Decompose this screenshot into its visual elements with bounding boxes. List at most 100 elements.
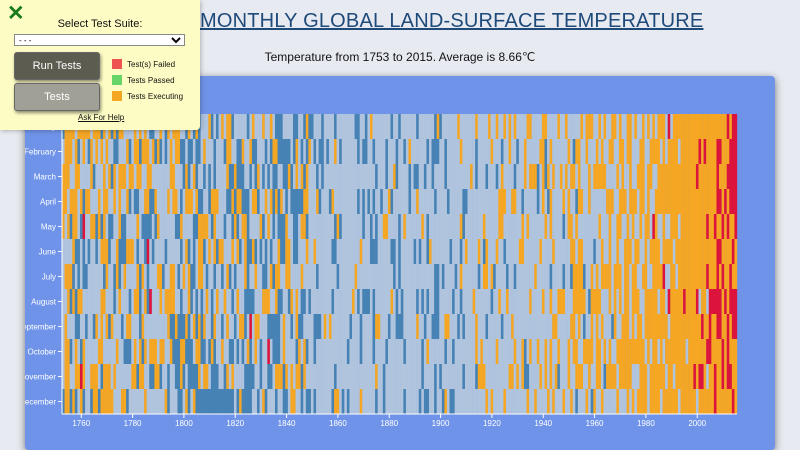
- heatmap-cell: [729, 164, 733, 189]
- heatmap-cell: [721, 189, 725, 214]
- legend-item-passed: Tests Passed: [112, 72, 183, 88]
- heatmap-cell: [539, 339, 543, 364]
- heatmap-cell: [518, 289, 522, 314]
- heatmap-cell: [652, 289, 656, 314]
- heatmap-cell: [531, 289, 535, 314]
- heatmap-cell: [529, 364, 532, 389]
- heatmap-cell: [616, 339, 620, 364]
- heatmap-cell: [213, 314, 217, 339]
- heatmap-cell: [313, 214, 317, 239]
- heatmap-cell: [62, 389, 65, 414]
- heatmap-cell: [480, 314, 484, 339]
- heatmap-cell: [472, 314, 476, 339]
- heatmap-cell: [300, 139, 304, 164]
- close-icon[interactable]: ✕: [7, 2, 25, 25]
- heatmap-cell: [185, 214, 188, 239]
- heatmap-cell: [257, 114, 260, 139]
- heatmap-cell: [416, 314, 419, 339]
- heatmap-cell: [223, 189, 227, 214]
- heatmap-cell: [236, 289, 240, 314]
- heatmap-cell: [508, 164, 512, 189]
- heatmap-cell: [526, 189, 530, 214]
- heatmap-cell: [275, 314, 278, 339]
- heatmap-cell: [403, 239, 407, 264]
- heatmap-cell: [241, 289, 245, 314]
- heatmap-cell: [444, 164, 448, 189]
- heatmap-cell: [580, 339, 584, 364]
- heatmap-cell: [585, 139, 589, 164]
- heatmap-cell: [624, 164, 627, 189]
- heatmap-cell: [685, 389, 689, 414]
- heatmap-cell: [146, 339, 150, 364]
- heatmap-cell: [606, 289, 609, 314]
- heatmap-cell: [357, 114, 360, 139]
- heatmap-cell: [541, 239, 545, 264]
- heatmap-cell: [233, 214, 237, 239]
- heatmap-cell: [64, 139, 68, 164]
- heatmap-cell: [85, 264, 88, 289]
- heatmap-cell: [726, 339, 730, 364]
- heatmap-cell: [218, 214, 222, 239]
- heatmap-cell: [434, 164, 437, 189]
- heatmap-cell: [690, 164, 694, 189]
- heatmap-cell: [97, 264, 101, 289]
- heatmap-cell: [636, 314, 640, 339]
- heatmap-cell: [174, 314, 178, 339]
- heatmap-cell: [636, 239, 640, 264]
- heatmap-cell: [203, 364, 206, 389]
- heatmap-cell: [154, 264, 158, 289]
- heatmap-cell: [701, 389, 704, 414]
- heatmap-cell: [549, 264, 553, 289]
- heatmap-cell: [290, 264, 294, 289]
- heatmap-cell: [262, 139, 265, 164]
- heatmap-cell: [521, 114, 525, 139]
- heatmap-cell: [97, 289, 101, 314]
- heatmap-cell: [649, 214, 653, 239]
- heatmap-cell: [511, 239, 514, 264]
- heatmap-cell: [305, 139, 309, 164]
- heatmap-cell: [534, 189, 537, 214]
- heatmap-cell: [172, 314, 176, 339]
- heatmap-cell: [431, 114, 435, 139]
- heatmap-cell: [698, 164, 702, 189]
- heatmap-cell: [167, 264, 170, 289]
- heatmap-cell: [665, 289, 668, 314]
- heatmap-cell: [636, 114, 640, 139]
- heatmap-cell: [352, 289, 355, 314]
- heatmap-cell: [431, 189, 435, 214]
- heatmap-cell: [408, 164, 412, 189]
- heatmap-cell: [251, 164, 255, 189]
- heatmap-cell: [495, 189, 499, 214]
- heatmap-cell: [251, 189, 255, 214]
- heatmap-cell: [567, 389, 571, 414]
- heatmap-cell: [344, 214, 348, 239]
- heatmap-cell: [151, 314, 155, 339]
- heatmap-cell: [488, 389, 491, 414]
- heatmap-cell: [618, 214, 622, 239]
- tests-button[interactable]: Tests: [14, 83, 100, 111]
- heatmap-cell: [657, 389, 661, 414]
- heatmap-cell: [572, 289, 576, 314]
- heatmap-cell: [221, 164, 224, 189]
- heatmap-cell: [141, 139, 145, 164]
- heatmap-cell: [639, 364, 643, 389]
- heatmap-cell: [398, 239, 401, 264]
- heatmap-cell: [670, 139, 673, 164]
- heatmap-cell: [408, 214, 412, 239]
- heatmap-cell: [454, 189, 458, 214]
- ask-for-help-link[interactable]: Ask For Help: [78, 113, 125, 122]
- heatmap-cell: [436, 239, 440, 264]
- heatmap-cell: [654, 289, 658, 314]
- heatmap-cell: [87, 364, 91, 389]
- heatmap-cell: [526, 114, 530, 139]
- heatmap-cell: [136, 264, 140, 289]
- heatmap-cell: [482, 114, 486, 139]
- heatmap-cell: [403, 389, 407, 414]
- run-tests-button[interactable]: Run Tests: [14, 52, 100, 80]
- heatmap-cell: [326, 364, 330, 389]
- heatmap-cell: [159, 339, 163, 364]
- test-suite-select[interactable]: - - -: [14, 34, 185, 46]
- heatmap-cell: [395, 364, 399, 389]
- heatmap-cell: [672, 389, 676, 414]
- heatmap-cell: [529, 114, 532, 139]
